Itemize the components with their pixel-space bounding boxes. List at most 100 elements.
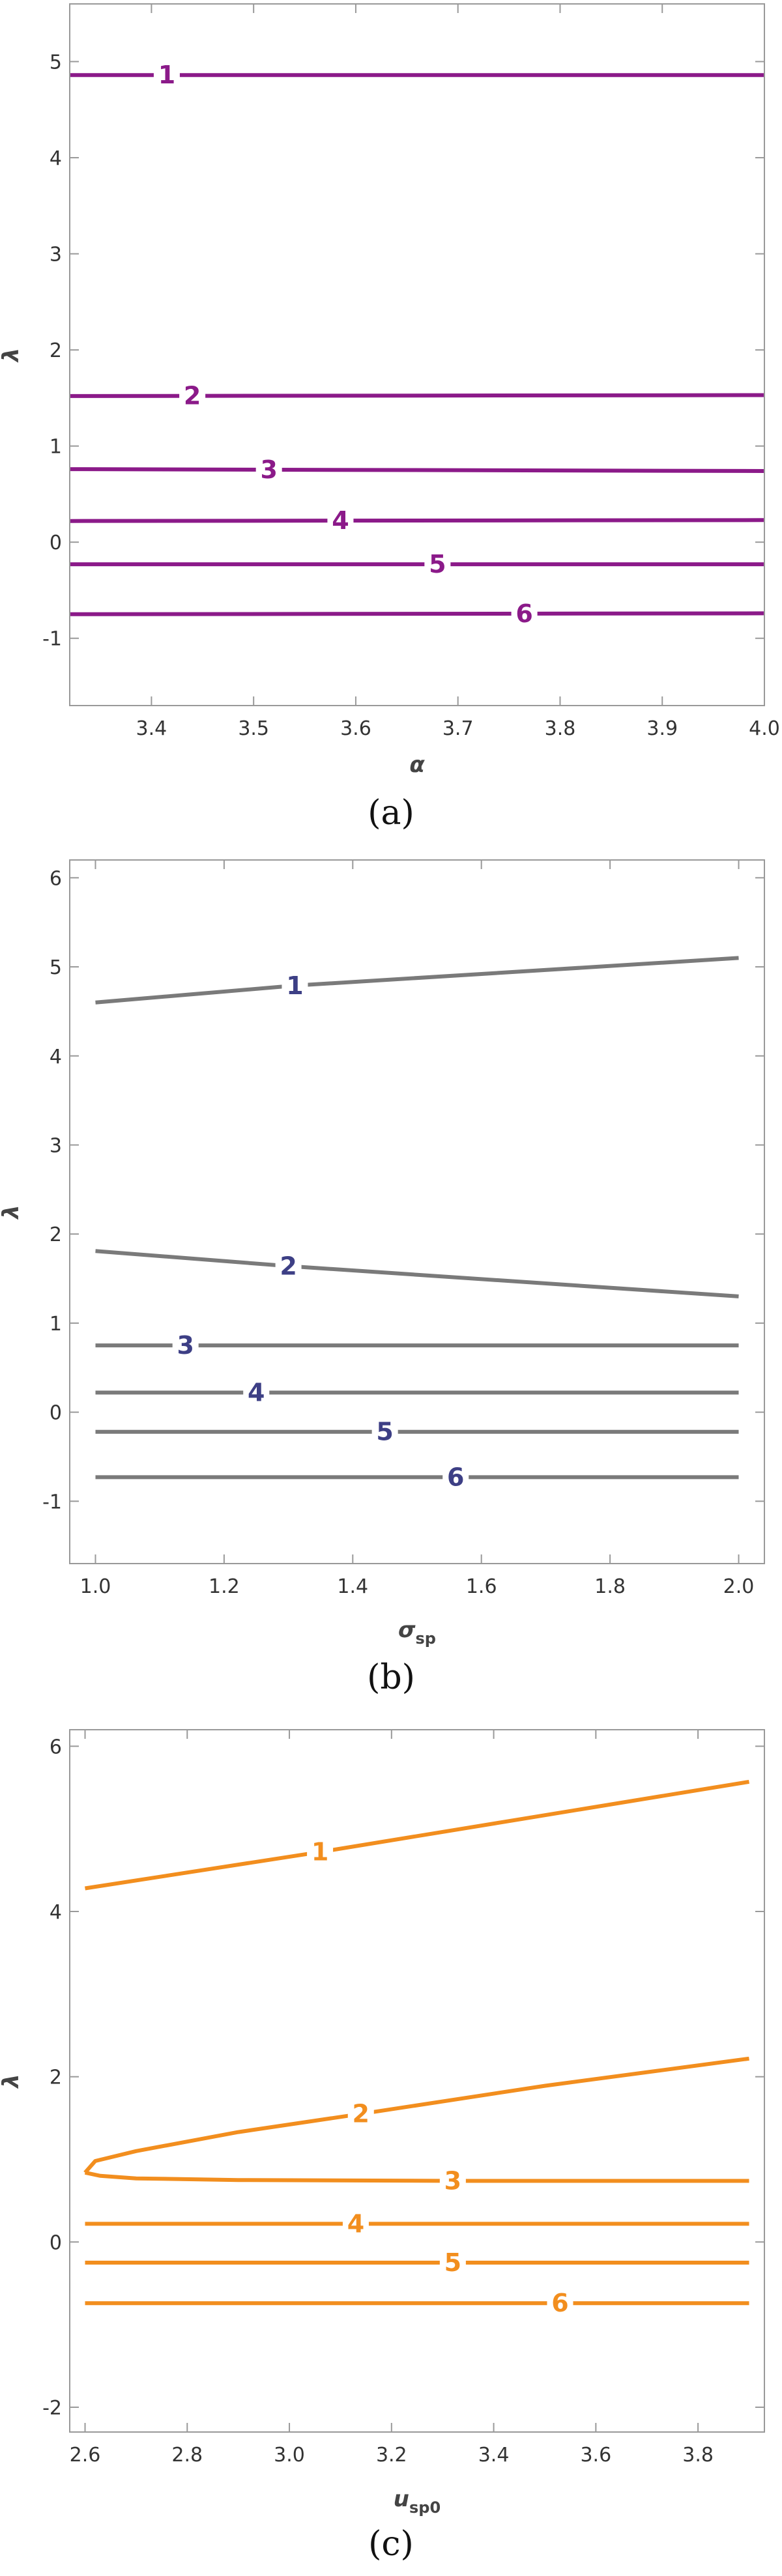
panel-c-series-5-label-bg: [439, 2247, 466, 2279]
panel-a-y-tick-label: -1: [42, 628, 62, 651]
panel-a-x-tick-label: 3.7: [442, 717, 474, 740]
panels: 1 2 3 4 5 6 3.4 3.5 3.6 3.7 3.8 3.9 4.0 -1 0 1 2 3 4 5 λ α (a)…: [0, 3, 780, 2564]
panel-a-x-tick-label: 3.5: [238, 717, 269, 740]
panel-a-series-1-label: 1: [158, 61, 175, 89]
panel-a-series-4-label: 4: [332, 506, 349, 535]
panel-b-y-tick-label: 1: [50, 1313, 62, 1336]
panel-b-y-tick-label: 4: [50, 1046, 62, 1068]
panel-c-y-tick-label: 4: [50, 1901, 62, 1924]
panel-c-series-2-label-bg: [347, 2098, 374, 2130]
panel-c-x-tick-label: 3.0: [274, 2444, 305, 2467]
panel-a-series-2-label-bg: [179, 380, 206, 412]
panel-b-series-5-label-bg: [371, 1416, 398, 1448]
panel-b-x-tick-label: 1.2: [209, 1575, 240, 1598]
panel-a-x-tick-label: 4.0: [749, 717, 780, 740]
panel-b-y-tick-label: -1: [42, 1491, 62, 1513]
panel-a-y-tick-label: 1: [50, 436, 62, 459]
panel-c-series-4-label-bg: [342, 2208, 369, 2240]
panel-a-x-tick-label: 3.8: [545, 717, 576, 740]
panel-c-y-tick-label: -2: [42, 2397, 62, 2420]
panel-c-x-tick-label: 3.2: [376, 2444, 407, 2467]
panel-a-series-4-label-bg: [327, 505, 354, 537]
panel-a-frame: [69, 3, 765, 706]
panel-c-plot-area: [70, 1730, 764, 2432]
panel-c-y-axis-label: λ: [0, 2074, 24, 2089]
panel-a-series-2-label: 2: [184, 382, 201, 410]
panel-a-series-2-line: [69, 393, 765, 398]
panel-a-y-tick-label: 0: [50, 532, 62, 554]
panel-c-series-6-label: 6: [551, 2289, 568, 2317]
panel-a: 1 2 3 4 5 6 3.4 3.5 3.6 3.7 3.8 3.9 4.0 -1 0 1 2 3 4 5 λ α (a): [0, 3, 780, 833]
panel-b-x-tick-label: 2.0: [723, 1575, 755, 1598]
panel-c-series-2-label: 2: [353, 2100, 369, 2128]
panel-a-series-6-label-bg: [511, 597, 538, 629]
panel-b-plot-area: [70, 860, 764, 1564]
panel-c-x-tick-label: 2.8: [171, 2444, 203, 2467]
panel-b-series-group: 1 2 3 4 5 6: [95, 956, 739, 1493]
panel-c-series-6-label-bg: [547, 2287, 573, 2319]
panel-a-series-3-line: [69, 467, 765, 473]
panel-b-x-tick-label: 1.8: [594, 1575, 626, 1598]
panel-c-series-2-line: [83, 2056, 749, 2174]
panel-b-x-tick-label: 1.0: [80, 1575, 111, 1598]
panel-b-series-3-label-bg: [172, 1330, 199, 1362]
panel-b-series-2-label: 2: [280, 1252, 297, 1280]
panel-b-y-axis-label: λ: [0, 1205, 24, 1220]
panel-b-series-6-label: 6: [447, 1463, 464, 1491]
panel-b-y-tick-label: 0: [50, 1402, 62, 1425]
panel-c-series-5-label: 5: [444, 2248, 461, 2277]
panel-c-x-axis-label-sub: sp0: [409, 2498, 441, 2517]
panel-c-y-tick-label: 6: [50, 1736, 62, 1758]
panel-a-x-tick-label: 3.9: [646, 717, 678, 740]
panel-a-y-tick-label: 4: [50, 147, 62, 170]
panel-a-x-tick-label: 3.6: [340, 717, 371, 740]
panel-b-series-1-label-bg: [282, 969, 308, 1001]
panel-b-series-3-label: 3: [177, 1331, 194, 1360]
panel-c-x-axis-label-main: u: [394, 2486, 409, 2512]
panel-b-series-6-label-bg: [442, 1461, 469, 1493]
panel-c-x-tick-label: 2.6: [70, 2444, 101, 2467]
panel-a-plot-area: [70, 4, 764, 706]
panel-a-series-6-line: [69, 611, 765, 616]
panel-a-series-1-label-bg: [153, 59, 180, 91]
panel-a-series-4-line: [69, 518, 765, 523]
panel-c-series-3-label-bg: [439, 2165, 466, 2197]
panel-c-x-tick-label: 3.4: [478, 2444, 510, 2467]
panel-c-x-axis-label: usp0: [394, 2486, 441, 2517]
panel-a-series-5-label: 5: [429, 550, 446, 579]
panel-a-y-axis-label: λ: [0, 348, 24, 364]
panel-b-y-tick-label: 3: [50, 1134, 62, 1157]
panel-b-series-4-label-bg: [243, 1377, 270, 1409]
panel-b-frame: [69, 859, 765, 1564]
panel-c-caption: (c): [368, 2525, 414, 2564]
panel-c-x-tick-label: 3.8: [682, 2444, 714, 2467]
panel-a-y-tick-label: 5: [50, 51, 62, 74]
panel-b-x-axis-label: σsp: [398, 1617, 436, 1648]
panel-a-x-axis-label: α: [409, 752, 425, 778]
panel-a-x-axis-label-main: α: [409, 752, 425, 778]
panel-a-y-tick-label: 3: [50, 244, 62, 266]
panel-b-x-axis-label-main: σ: [398, 1617, 416, 1643]
panel-a-series-3-label: 3: [260, 455, 277, 484]
panel-b-x-tick-label: 1.4: [337, 1575, 368, 1598]
panel-b-series-2-label-bg: [275, 1250, 302, 1282]
panel-a-caption: (a): [368, 794, 414, 833]
panel-c-series-1-label: 1: [311, 1838, 328, 1867]
panel-a-series-5-label-bg: [424, 549, 451, 580]
panel-c-x-tick-label: 3.6: [580, 2444, 611, 2467]
panel-c: 1 2 3 4 5 6 2.6 2.8 3.0 3.2 3.4 3.6 3.8 -2 0 2 4 6 λ usp0 (c…: [0, 1729, 765, 2564]
panel-c-series-4-label: 4: [347, 2209, 364, 2238]
panel-b-series-4-label: 4: [248, 1379, 265, 1407]
panel-c-y-tick-label: 0: [50, 2231, 62, 2254]
panel-a-series-6-label: 6: [515, 599, 532, 628]
panel-c-frame: [69, 1729, 765, 2433]
panel-b-series-1-label: 1: [286, 971, 303, 1000]
panel-c-series-3-line: [84, 2170, 749, 2183]
panel-b-y-tick-label: 6: [50, 867, 62, 890]
panel-a-series-3-label-bg: [255, 453, 282, 485]
panel-b-y-tick-label: 2: [50, 1224, 62, 1246]
panel-a-series-group: 1 2 3 4 5 6: [69, 59, 765, 629]
panel-b-x-axis-label-sub: sp: [416, 1629, 436, 1648]
